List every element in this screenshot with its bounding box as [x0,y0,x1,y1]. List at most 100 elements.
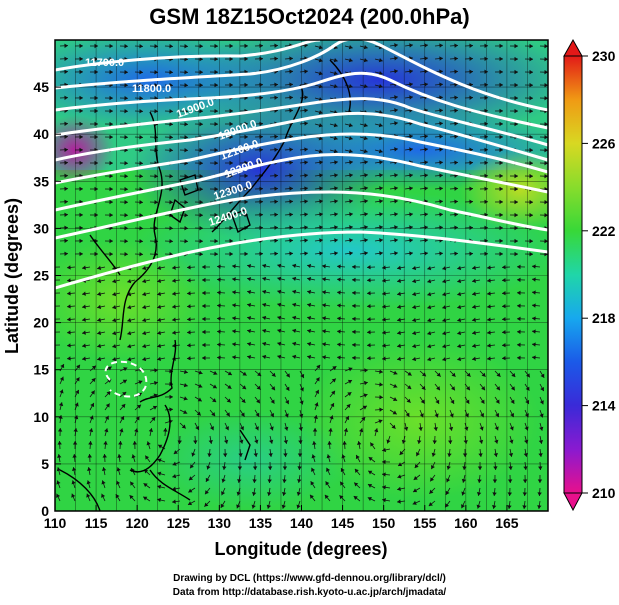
flow-arrow [344,238,353,243]
flow-arrow [74,186,84,192]
flow-arrow [188,474,196,481]
flow-arrow [419,69,428,74]
flow-arrow [224,69,234,75]
flow-arrow [194,173,204,179]
flow-arrow [216,316,226,321]
flow-arrow [487,265,496,270]
flow-arrow [516,264,526,270]
flow-arrow [262,276,271,282]
flow-arrow [524,435,529,444]
flow-arrow [134,56,144,62]
flow-arrow [104,199,114,205]
flow-arrow [524,383,530,391]
flow-arrow [479,186,489,192]
flow-arrow [142,317,151,323]
flow-arrow [494,238,504,244]
flow-arrow [472,265,481,270]
flow-arrow [89,82,99,88]
flow-arrow [59,199,69,205]
flow-arrow [72,440,78,450]
flow-arrow [494,160,504,166]
flow-arrow [472,317,481,322]
flow-arrow [179,70,189,75]
flow-arrow [329,71,338,76]
flow-arrow [404,69,413,74]
flow-arrow [134,147,144,153]
flow-arrow [434,69,444,74]
flow-arrow [239,147,249,153]
flow-arrow [524,186,534,192]
flow-arrow [368,456,376,463]
flow-arrow [311,467,316,476]
flow-arrow [524,422,529,431]
flow-arrow [539,199,548,205]
flow-arrow [359,186,368,191]
flow-arrow [507,474,513,484]
flow-arrow [434,383,441,391]
flow-arrow [442,330,451,336]
flow-arrow [472,278,481,283]
flow-arrow [224,409,231,417]
flow-arrow [239,370,247,376]
flow-arrow [59,95,69,101]
flow-arrow [494,383,501,391]
flow-arrow [292,328,301,334]
flow-arrow [86,480,91,489]
flow-arrow [449,95,459,100]
flow-arrow [254,160,264,166]
flow-arrow [239,69,249,75]
flow-arrow [449,43,459,48]
flow-arrow [119,121,129,127]
flow-arrow [374,83,383,89]
flow-arrow [351,264,361,270]
flow-arrow [516,290,526,296]
flow-arrow [539,422,544,431]
flow-arrow [262,341,271,347]
flow-arrow [216,303,226,308]
flow-arrow [539,383,545,392]
flow-arrow [224,251,234,257]
flow-arrow [262,354,271,360]
flow-arrow [149,135,159,140]
flow-arrow [389,121,398,126]
flow-arrow [457,317,466,323]
flow-arrow [82,278,91,283]
flow-arrow [164,148,174,153]
flow-arrow [509,95,519,101]
flow-arrow [284,370,291,378]
flow-arrow [419,82,428,87]
y-tick-label: 40 [33,126,49,142]
flow-arrow [134,392,143,398]
flow-arrow [374,160,383,165]
flow-arrow [299,82,308,87]
flow-arrow [314,402,319,411]
flow-arrow [112,291,121,297]
flow-arrow [509,409,515,418]
flow-arrow [172,499,181,504]
flow-arrow [268,448,273,457]
flow-arrow [524,147,534,153]
flow-arrow [296,500,301,509]
flow-arrow [89,390,96,398]
flow-arrow [479,69,489,75]
flow-arrow [71,467,77,476]
flow-arrow [336,316,346,321]
flow-arrow [284,108,294,113]
flow-arrow [134,238,144,244]
flow-arrow [446,474,451,483]
flow-arrow [492,487,497,496]
flow-arrow [479,82,489,88]
flow-arrow [494,56,504,62]
flow-arrow [283,448,288,458]
flow-arrow [164,174,174,179]
x-tick-label: 140 [290,515,314,531]
flow-arrow [442,278,451,284]
flow-arrow [74,95,84,101]
flow-arrow [476,487,482,496]
flow-arrow [344,160,353,165]
flow-arrow [149,405,158,411]
flow-arrow [292,302,301,308]
flow-arrow [239,121,249,127]
flow-arrow [82,317,91,322]
flow-arrow [366,304,376,309]
